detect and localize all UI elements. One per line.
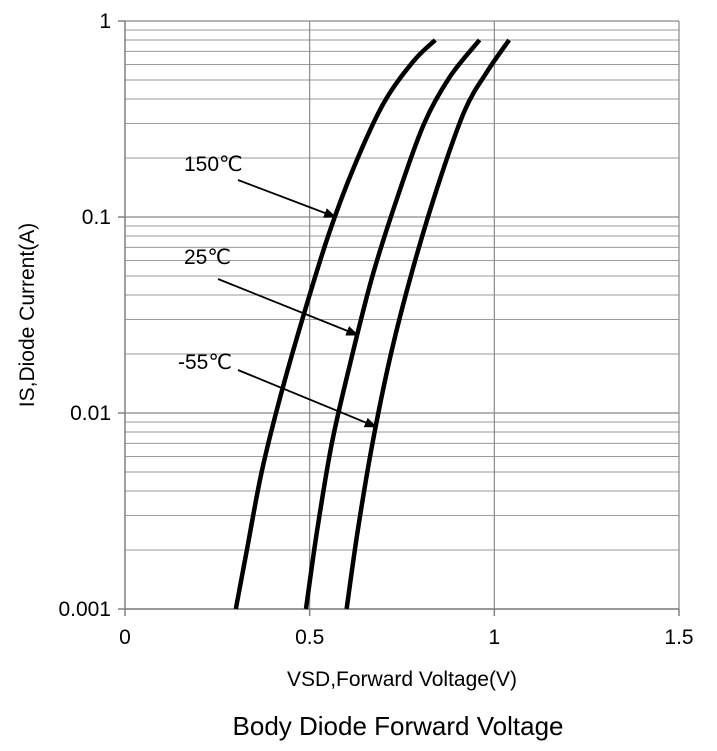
y-tick-label: 0.01 [70, 402, 111, 425]
y-tick-label: 0.1 [82, 206, 111, 229]
x-axis-title: VSD,Forward Voltage(V) [287, 668, 517, 691]
y-tick-label: 1 [99, 10, 111, 33]
chart-title: Body Diode Forward Voltage [233, 711, 564, 741]
annotation-label: 150℃ [184, 153, 243, 176]
annotation-layer: 150℃ 25℃ -55℃ [178, 153, 378, 428]
series-layer [233, 38, 511, 610]
x-tick-label: 1.5 [664, 626, 693, 649]
y-tick-label: 0.001 [58, 598, 111, 621]
x-tick-label: 0 [119, 626, 131, 649]
annotation-arrow [217, 278, 359, 336]
annotation-label: 25℃ [184, 246, 231, 269]
label-layer: 0.001 0.01 0.1 1 0 0.5 1 1.5 [58, 10, 693, 649]
annotation-arrow [237, 369, 378, 428]
annotation-arrow [237, 179, 337, 218]
series-line-0 [233, 38, 437, 610]
x-tick-label: 1 [488, 626, 500, 649]
axis-layer [118, 20, 680, 616]
series-line-2 [344, 38, 511, 610]
series-line-1 [303, 38, 482, 610]
y-axis-title: IS,Diode Current(A) [16, 223, 39, 407]
annotation-label: -55℃ [178, 351, 232, 374]
x-tick-label: 0.5 [295, 626, 324, 649]
